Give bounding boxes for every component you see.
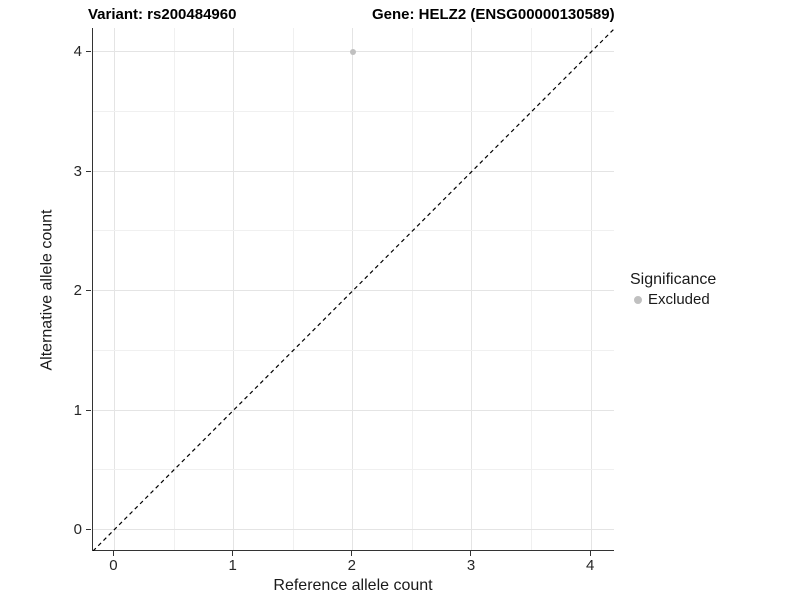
grid-minor-v [411,28,413,550]
y-tick-label: 4 [73,43,82,61]
x-tick-mark [589,551,591,556]
grid-major-h [93,170,614,172]
y-tick-mark [86,409,91,411]
x-tick-label: 2 [347,557,356,574]
variant-title: Variant: rs200484960 [88,6,237,23]
x-tick-label: 0 [109,557,118,574]
grid-major-v [352,28,354,550]
x-tick-mark [351,551,353,556]
x-tick-mark [470,551,472,556]
grid-major-h [93,529,614,530]
legend: Significance Excluded [630,270,716,309]
y-tick-mark [86,51,91,53]
grid-major-h [93,409,614,411]
grid-major-v [113,28,115,550]
grid-major-v [471,28,473,550]
y-axis-title: Alternative allele count [38,209,56,371]
legend-entry-excluded: Excluded [630,291,716,309]
y-tick-label: 3 [73,162,82,180]
grid-minor-v [531,28,533,550]
x-tick-label: 4 [585,557,595,574]
y-tick-label: 2 [73,282,82,300]
grid-major-v [233,28,235,550]
y-tick-mark [86,170,91,172]
grid-minor-h [93,349,614,351]
grid-minor-h [93,111,614,113]
x-axis-title: Reference allele count [273,577,433,594]
y-tick-label: 0 [73,521,82,538]
y-tick-label: 1 [73,401,82,419]
grid-minor-v [173,28,175,550]
grid-minor-h [93,469,614,471]
x-tick-mark [232,551,234,556]
grid-major-h [93,290,614,292]
excluded-point-icon [634,296,642,304]
y-tick-mark [86,529,91,530]
data-point-excluded [349,48,356,55]
y-tick-mark [86,290,91,292]
legend-title: Significance [630,271,717,288]
gene-title: Gene: HELZ2 (ENSG00000130589) [372,6,615,23]
x-tick-mark [112,551,114,556]
legend-entry-label: Excluded [648,291,710,308]
identity-line [93,28,615,551]
x-tick-label: 1 [228,557,237,574]
x-tick-label: 3 [466,557,476,574]
grid-minor-h [93,230,614,232]
grid-minor-v [292,28,294,550]
grid-major-v [590,28,592,550]
plot-panel [92,28,615,551]
